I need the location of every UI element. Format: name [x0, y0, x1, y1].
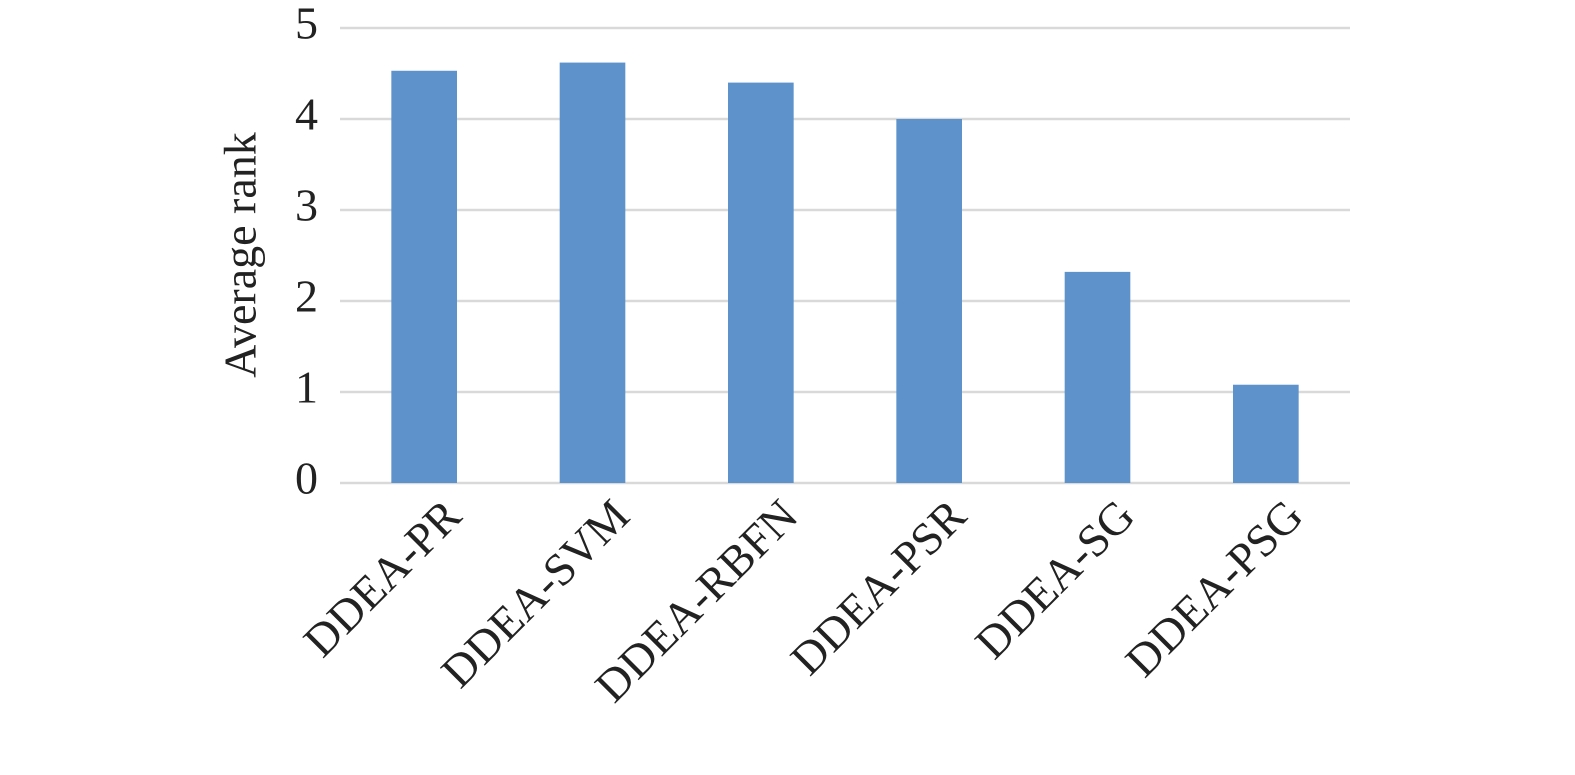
y-tick-label: 1	[295, 362, 318, 413]
y-tick-label: 4	[295, 89, 318, 140]
bar	[559, 62, 626, 484]
bar	[391, 70, 457, 484]
bar	[728, 82, 794, 483]
y-axis-label: Average rank	[215, 132, 266, 378]
x-tick-label: DDEA-SG	[965, 489, 1144, 668]
y-tick-label: 0	[295, 453, 318, 504]
bar	[896, 119, 962, 483]
x-tick-label: DDEA-PSR	[781, 489, 976, 684]
bar	[1233, 384, 1299, 483]
y-tick-label: 2	[295, 271, 318, 322]
x-tick-label: DDEA-PR	[294, 489, 471, 666]
x-tick-label: DDEA-PSG	[1115, 489, 1312, 686]
y-tick-label: 3	[295, 180, 318, 231]
bar	[1064, 271, 1131, 483]
y-tick-label: 5	[295, 0, 318, 49]
